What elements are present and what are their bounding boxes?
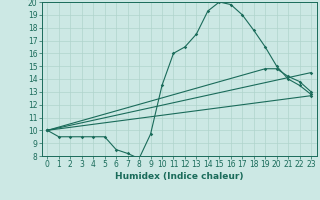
X-axis label: Humidex (Indice chaleur): Humidex (Indice chaleur) bbox=[115, 172, 244, 181]
